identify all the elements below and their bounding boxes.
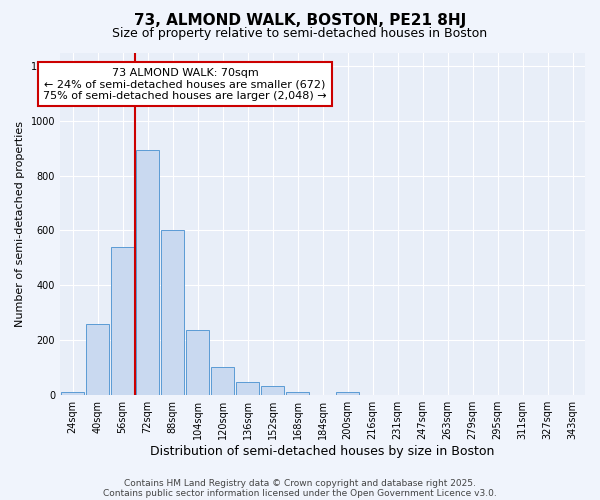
Text: Size of property relative to semi-detached houses in Boston: Size of property relative to semi-detach… — [112, 28, 488, 40]
Bar — [61, 392, 85, 394]
Bar — [286, 392, 310, 394]
Bar — [185, 330, 209, 394]
Text: 73, ALMOND WALK, BOSTON, PE21 8HJ: 73, ALMOND WALK, BOSTON, PE21 8HJ — [134, 12, 466, 28]
Bar — [110, 247, 134, 394]
Text: Contains public sector information licensed under the Open Government Licence v3: Contains public sector information licen… — [103, 488, 497, 498]
Bar — [335, 392, 359, 394]
Bar — [236, 382, 259, 394]
Bar — [161, 230, 184, 394]
Text: 73 ALMOND WALK: 70sqm
← 24% of semi-detached houses are smaller (672)
75% of sem: 73 ALMOND WALK: 70sqm ← 24% of semi-deta… — [43, 68, 327, 101]
Y-axis label: Number of semi-detached properties: Number of semi-detached properties — [15, 120, 25, 326]
Bar — [136, 150, 160, 394]
Bar — [260, 386, 284, 394]
Bar — [86, 324, 109, 394]
X-axis label: Distribution of semi-detached houses by size in Boston: Distribution of semi-detached houses by … — [151, 444, 495, 458]
Text: Contains HM Land Registry data © Crown copyright and database right 2025.: Contains HM Land Registry data © Crown c… — [124, 478, 476, 488]
Bar — [211, 368, 235, 394]
